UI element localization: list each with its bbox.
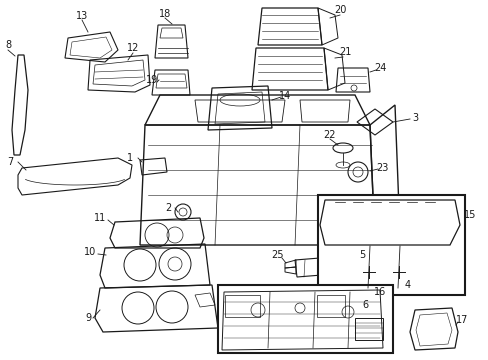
Text: 17: 17 <box>455 315 467 325</box>
Text: 3: 3 <box>411 113 417 123</box>
Text: 15: 15 <box>463 210 475 220</box>
Text: 5: 5 <box>358 250 365 260</box>
Text: 8: 8 <box>5 40 11 50</box>
Text: 16: 16 <box>373 287 386 297</box>
Text: 18: 18 <box>159 9 171 19</box>
Text: 7: 7 <box>7 157 13 167</box>
Text: 4: 4 <box>404 280 410 290</box>
Text: 9: 9 <box>85 313 91 323</box>
Text: 12: 12 <box>126 43 139 53</box>
Text: 19: 19 <box>145 75 158 85</box>
Text: 24: 24 <box>373 63 386 73</box>
Bar <box>224 295 260 317</box>
Text: 10: 10 <box>84 247 96 257</box>
Text: 21: 21 <box>338 47 350 57</box>
Text: 13: 13 <box>76 11 88 21</box>
Text: 25: 25 <box>271 250 284 260</box>
Bar <box>218 285 392 353</box>
Text: 23: 23 <box>375 163 387 173</box>
Text: 22: 22 <box>323 130 336 140</box>
Text: 11: 11 <box>94 213 106 223</box>
Bar <box>317 195 464 295</box>
Text: 2: 2 <box>164 203 171 213</box>
Text: 1: 1 <box>127 153 133 163</box>
Text: 14: 14 <box>278 91 290 101</box>
Bar <box>354 318 382 340</box>
Text: 20: 20 <box>333 5 346 15</box>
Text: 6: 6 <box>361 300 367 310</box>
Bar <box>316 295 345 317</box>
